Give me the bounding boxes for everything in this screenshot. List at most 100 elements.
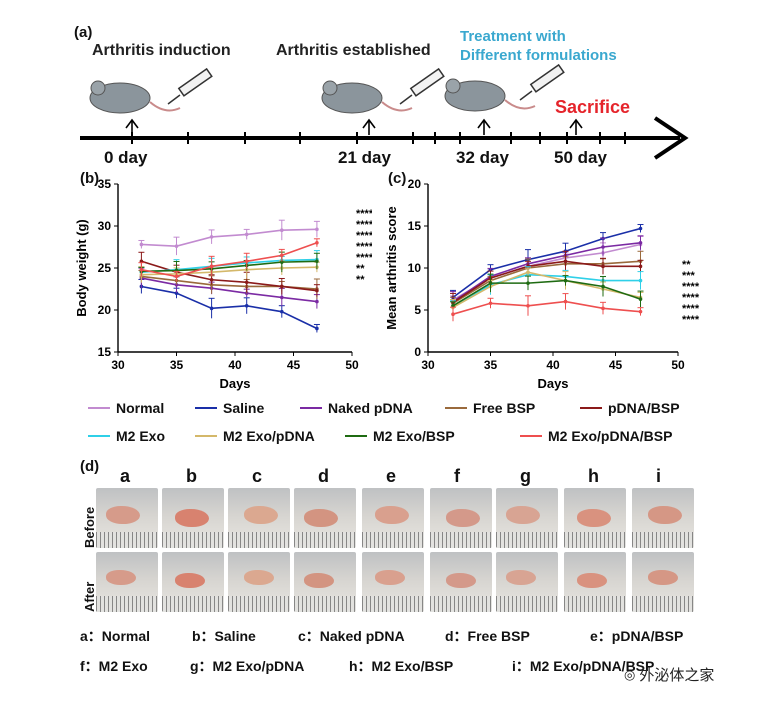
- bw-data-point: [174, 274, 179, 279]
- legend-item: Free BSP: [445, 400, 535, 416]
- bw-data-point: [209, 283, 214, 287]
- key-c: c：Naked pDNA: [298, 628, 405, 644]
- bw-data-point: [209, 264, 214, 269]
- ruler: [162, 532, 224, 548]
- ruler: [564, 596, 626, 612]
- stage-sacrifice-label: Sacrifice: [555, 97, 631, 117]
- as-x-tick-label: 45: [609, 358, 623, 372]
- as-significance-label: ****: [682, 314, 700, 326]
- key-h: h：M2 Exo/BSP: [349, 658, 454, 674]
- ruler: [564, 532, 626, 548]
- paw: [446, 573, 476, 588]
- as-data-point: [638, 309, 643, 314]
- as-data-point: [638, 241, 643, 245]
- watermark: ◎ 外泌体之家: [624, 664, 714, 685]
- syringe-icon-3: [519, 63, 565, 101]
- legend-swatch: [580, 407, 602, 409]
- paw: [175, 509, 209, 527]
- photo-column-letter: h: [588, 466, 599, 486]
- bw-significance-label: ****: [356, 208, 372, 220]
- ruler: [294, 532, 356, 548]
- paw-photo: [430, 488, 492, 548]
- mouse-icon-2: [321, 80, 413, 114]
- bw-x-tick-label: 50: [345, 358, 359, 372]
- ruler: [162, 596, 224, 612]
- as-data-point: [638, 297, 643, 301]
- as-significance-label: **: [682, 259, 691, 271]
- panel-a-label: (a): [74, 24, 93, 41]
- bw-data-point: [315, 299, 319, 304]
- as-data-point: [638, 278, 643, 283]
- row-label-after: After: [82, 581, 97, 612]
- photo-column-letter: c: [252, 466, 263, 486]
- arthritis-score-chart: 30 35 40 45 50 0 5 10 15 20 Days Mean arthritis sco…: [384, 177, 700, 391]
- paw: [106, 570, 136, 585]
- photo-column-letter: d: [318, 466, 329, 486]
- bw-data-point: [174, 291, 179, 295]
- legend-swatch: [88, 435, 110, 437]
- legend-item: M2 Exo/pDNA: [195, 428, 315, 444]
- bw-data-point: [139, 259, 144, 264]
- bw-data-point: [139, 267, 144, 272]
- legend-swatch: [345, 435, 367, 437]
- paw: [175, 573, 205, 588]
- as-data-point: [638, 226, 643, 231]
- ruler: [430, 532, 492, 548]
- bw-data-point: [315, 227, 319, 232]
- ruler: [632, 596, 694, 612]
- as-data-point: [526, 281, 530, 285]
- paw-photo: [362, 552, 424, 612]
- paw: [304, 509, 338, 527]
- paw-photo: [496, 552, 558, 612]
- bw-series-line: [141, 285, 318, 330]
- panel-c-label: (c): [388, 170, 407, 187]
- as-data-point: [526, 270, 530, 274]
- paw-photo: [362, 488, 424, 548]
- photo-column-letter: b: [186, 466, 197, 486]
- as-y-axis-label: Mean arthritis score: [384, 206, 399, 330]
- ruler: [496, 596, 558, 612]
- bw-data-point: [315, 288, 319, 293]
- as-data-point: [451, 312, 455, 316]
- paw-photo: [632, 488, 694, 548]
- as-data-point: [563, 259, 568, 264]
- as-y-tick-label: 5: [414, 303, 421, 317]
- day-21-label: 21 day: [338, 148, 391, 167]
- stage-induction-label: Arthritis induction: [92, 42, 231, 59]
- paw: [375, 570, 405, 585]
- legend-label: M2 Exo: [116, 428, 166, 444]
- paw: [577, 573, 607, 588]
- bw-x-tick-label: 30: [111, 358, 125, 372]
- bw-data-point: [244, 280, 249, 285]
- legend-item: M2 Exo/pDNA/BSP: [520, 428, 672, 444]
- paw: [577, 509, 611, 527]
- legend-label: M2 Exo/pDNA: [223, 428, 315, 444]
- legend-label: Normal: [116, 400, 165, 416]
- photo-column-letter: f: [454, 466, 460, 486]
- row-label-before: Before: [82, 506, 97, 548]
- bw-data-point: [209, 277, 214, 282]
- legend-item: Saline: [195, 400, 264, 416]
- as-series-line: [452, 260, 641, 304]
- paw-photo: [228, 552, 290, 612]
- paw: [506, 570, 536, 585]
- legend-label: Free BSP: [473, 400, 536, 416]
- bw-series-line: [141, 242, 318, 278]
- bw-data-point: [280, 309, 284, 314]
- syringe-icon-1: [167, 67, 213, 105]
- ruler: [96, 596, 158, 612]
- paw-photo: [430, 552, 492, 612]
- photo-column-letter: g: [520, 466, 531, 486]
- key-e: e：pDNA/BSP: [590, 628, 684, 644]
- bw-significance-label: ****: [356, 241, 372, 253]
- bw-data-point: [280, 284, 284, 289]
- timeline-up-arrows: [125, 118, 583, 135]
- legend-label: M2 Exo/pDNA/BSP: [548, 428, 673, 444]
- key-d: d：Free BSP: [445, 628, 530, 644]
- paw: [648, 506, 682, 524]
- paw-photo: [96, 552, 158, 612]
- legend-item: pDNA/BSP: [580, 400, 680, 416]
- ruler: [362, 532, 424, 548]
- body-weight-chart: 30 35 40 45 50 15 20 25 30 35 Days Body weight (g) *…: [74, 177, 372, 391]
- panel-d-label: (d): [80, 458, 100, 475]
